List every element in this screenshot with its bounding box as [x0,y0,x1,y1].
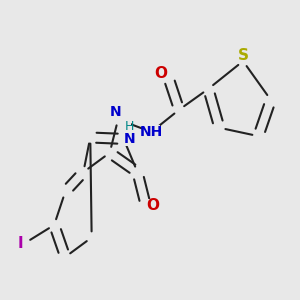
Text: S: S [238,48,249,63]
Bar [147,199,158,212]
Bar [124,132,135,146]
Text: O: O [154,66,168,81]
Bar [110,106,121,119]
Text: N: N [123,132,135,146]
Text: N: N [110,106,121,119]
Bar [15,236,26,250]
Bar [156,67,167,81]
Text: NH: NH [140,125,163,139]
Bar [143,125,160,139]
Text: I: I [18,236,24,250]
Text: H: H [124,120,134,133]
Text: O: O [146,198,159,213]
Bar [238,49,249,62]
Bar [122,120,130,133]
